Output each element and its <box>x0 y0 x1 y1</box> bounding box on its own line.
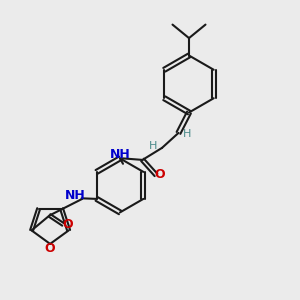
Text: O: O <box>63 218 73 231</box>
Text: O: O <box>154 168 165 182</box>
Text: O: O <box>45 242 56 255</box>
Text: NH: NH <box>110 148 131 161</box>
Text: H: H <box>183 129 192 140</box>
Text: H: H <box>149 141 157 152</box>
Text: NH: NH <box>65 189 86 203</box>
